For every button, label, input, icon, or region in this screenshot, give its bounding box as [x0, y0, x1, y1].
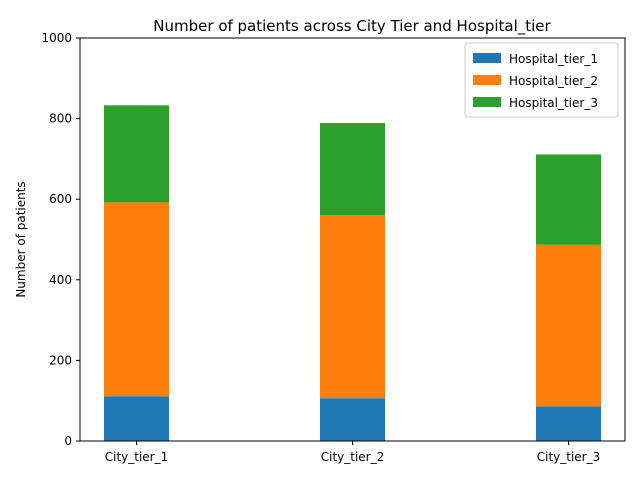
bar-City_tier_2-Hospital_tier_3 [320, 123, 385, 216]
legend-swatch-Hospital_tier_2 [473, 75, 501, 85]
legend-label-Hospital_tier_1: Hospital_tier_1 [509, 52, 598, 66]
y-tick-label-800: 800 [49, 112, 72, 126]
y-tick-label-200: 200 [49, 353, 72, 367]
chart-title: Number of patients across City Tier and … [153, 17, 551, 36]
x-tick-label-City_tier_3: City_tier_3 [537, 450, 601, 464]
y-tick-label-1000: 1000 [41, 31, 72, 45]
bar-City_tier_1-Hospital_tier_3 [104, 105, 169, 203]
x-tick-label-City_tier_1: City_tier_1 [105, 450, 169, 464]
x-tick-label-City_tier_2: City_tier_2 [321, 450, 385, 464]
y-axis-label: Number of patients [14, 181, 28, 297]
bar-City_tier_1-Hospital_tier_2 [104, 202, 169, 397]
bar-City_tier_3-Hospital_tier_1 [536, 406, 601, 441]
bar-City_tier_3-Hospital_tier_2 [536, 244, 601, 407]
y-tick-label-600: 600 [49, 192, 72, 206]
axes-group: 0 200 400 600 800 1000 City_tier_1 City_tier_2 C… [41, 31, 626, 464]
y-tick-label-400: 400 [49, 273, 72, 287]
legend: Hospital_tier_1 Hospital_tier_2 Hospital_t… [464, 42, 619, 118]
legend-label-Hospital_tier_2: Hospital_tier_2 [509, 74, 598, 88]
bar-City_tier_3-Hospital_tier_3 [536, 154, 601, 245]
legend-swatch-Hospital_tier_3 [473, 97, 501, 107]
legend-swatch-Hospital_tier_1 [473, 53, 501, 63]
legend-box [464, 42, 619, 118]
legend-label-Hospital_tier_3: Hospital_tier_3 [509, 96, 598, 110]
y-tick-label-0: 0 [64, 434, 72, 448]
bar-City_tier_1-Hospital_tier_1 [104, 396, 169, 441]
bar-City_tier_2-Hospital_tier_2 [320, 215, 385, 399]
bar-City_tier_2-Hospital_tier_1 [320, 398, 385, 441]
bars-group [104, 105, 601, 441]
